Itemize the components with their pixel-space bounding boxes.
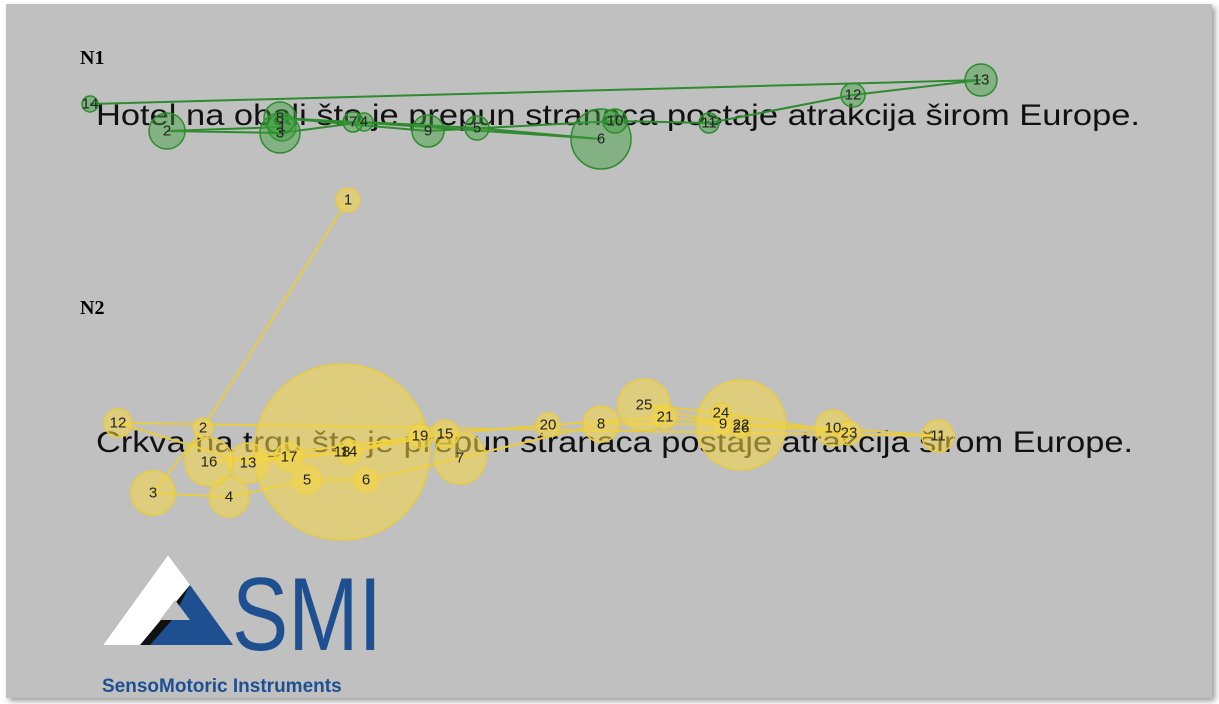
stimulus-background xyxy=(6,4,1212,698)
fixation xyxy=(354,112,374,132)
fixation xyxy=(464,115,490,141)
logo-name: SMI xyxy=(232,557,382,673)
fixation-number: 7 xyxy=(349,114,357,131)
fixation-number: 8 xyxy=(276,110,284,127)
fixation-number: 11 xyxy=(701,115,717,132)
fixation xyxy=(148,112,186,150)
fixation-number: 25 xyxy=(636,397,653,414)
fixation-number: 26 xyxy=(733,420,750,437)
fixation-number: 2 xyxy=(199,420,207,437)
fixation xyxy=(253,363,431,541)
logo-triangle xyxy=(150,585,233,645)
fixation xyxy=(259,112,301,154)
fixation xyxy=(570,108,632,170)
fixation-number: 2 xyxy=(163,123,171,140)
fixation xyxy=(710,402,732,424)
logo-triangle xyxy=(103,555,190,645)
fixation xyxy=(130,470,176,516)
fixation xyxy=(342,111,364,133)
fixation-number: 11 xyxy=(930,428,946,445)
fixation-number: 19 xyxy=(412,428,429,445)
fixation xyxy=(617,378,671,432)
fixation xyxy=(184,437,234,487)
fixation-number: 14 xyxy=(82,96,99,113)
trial-label: N1 xyxy=(80,47,104,69)
fixation-number: 23 xyxy=(841,425,858,442)
fixation-number: 5 xyxy=(303,472,311,489)
logo-tagline: SensoMotoric Instruments xyxy=(102,676,342,697)
logo-triangle xyxy=(160,600,190,620)
logo: SMI SensoMotoric Instruments xyxy=(102,555,382,697)
fixation xyxy=(103,408,133,438)
fixation-number: 9 xyxy=(719,416,727,433)
fixation xyxy=(335,187,361,213)
fixation-number: 18 xyxy=(334,444,351,461)
fixation-number: 12 xyxy=(845,87,862,104)
fixation-number: 1 xyxy=(344,192,352,209)
fixation xyxy=(964,63,998,97)
fixation-number: 4 xyxy=(225,489,233,506)
fixation xyxy=(602,108,628,134)
saccade-path xyxy=(89,79,982,140)
fixation-number: 14 xyxy=(341,444,358,461)
fixation-number: 1 xyxy=(278,119,286,136)
fixation xyxy=(411,114,445,148)
fixation xyxy=(840,82,866,108)
fixation xyxy=(535,412,561,438)
fixation-number: 4 xyxy=(360,114,368,131)
fixation xyxy=(921,419,955,453)
fixation-number: 21 xyxy=(657,409,674,426)
fixation-number: 16 xyxy=(201,454,218,471)
fixation xyxy=(81,95,99,113)
fixation-number: 22 xyxy=(733,417,750,434)
fixation-number: 12 xyxy=(110,415,127,432)
fixation xyxy=(836,420,862,446)
fixation-number: 8 xyxy=(597,416,605,433)
fixation-number: 6 xyxy=(597,131,605,148)
fixation-number: 9 xyxy=(424,123,432,140)
fixation-number: 13 xyxy=(973,72,990,89)
fixation xyxy=(698,112,720,134)
fixation-number: 10 xyxy=(607,113,624,130)
fixation-number: 13 xyxy=(240,455,257,472)
trial-label: N2 xyxy=(80,297,104,319)
fixation-number: 3 xyxy=(276,125,284,142)
fixation-number: 7 xyxy=(456,450,464,467)
fixation xyxy=(582,405,620,443)
fixation-number: 20 xyxy=(540,417,557,434)
fixation xyxy=(730,417,752,439)
fixation-number: 3 xyxy=(149,485,157,502)
fixation-number: 5 xyxy=(473,120,481,137)
fixation-number: 6 xyxy=(362,472,370,489)
fixation-number: 17 xyxy=(281,449,298,466)
fixation-number: 15 xyxy=(437,426,454,443)
fixation xyxy=(208,476,250,518)
fixation xyxy=(407,423,433,449)
fixation xyxy=(263,101,297,135)
fixation-number: 10 xyxy=(825,420,842,437)
fixation-number: 24 xyxy=(713,405,730,422)
